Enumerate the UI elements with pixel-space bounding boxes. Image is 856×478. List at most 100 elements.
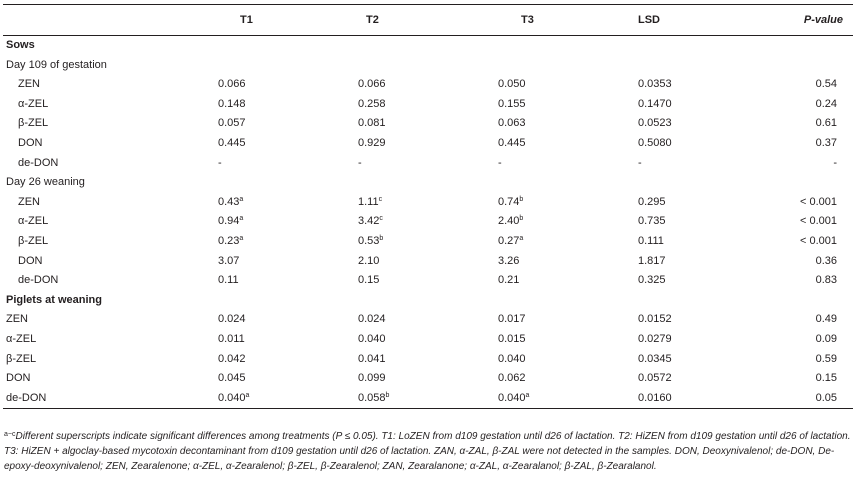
cell-lsd: 0.295 [638, 193, 758, 213]
cell-t3-superscript: a [525, 391, 530, 399]
cell-t2: 0.081 [348, 114, 493, 134]
cell-p-value: 0.83 [758, 271, 853, 291]
table-row: α-ZEL 0.148 0.258 0.155 0.1470 0.24 [3, 95, 853, 115]
row-name: α-ZEL [3, 212, 203, 232]
cell-t3-value: 0.015 [498, 332, 526, 345]
cell-t1: 0.23a [203, 232, 348, 252]
cell-t1: 0.042 [203, 350, 348, 370]
row-name-value: DON [6, 372, 31, 385]
row-name: de-DON [3, 271, 203, 291]
cell-p-value-value: 0.49 [815, 313, 837, 326]
cell-t3-value: 0.040 [498, 391, 526, 404]
cell-lsd-value: 0.0152 [638, 313, 672, 326]
row-name-value: β-ZEL [6, 352, 37, 365]
cell-p-value: 0.59 [758, 350, 853, 370]
cell-t2: 0.066 [348, 75, 493, 95]
cell-t2-superscript: b [385, 391, 390, 399]
row-name-value: de-DON [18, 274, 59, 287]
table-row: DON 0.045 0.099 0.062 0.0572 0.15 [3, 369, 853, 389]
group-heading: Day 109 of gestation [3, 56, 853, 76]
cell-t1: 0.148 [203, 95, 348, 115]
cell-lsd: 0.325 [638, 271, 758, 291]
cell-p-value-value: 0.59 [815, 352, 837, 365]
header-lsd: LSD [638, 14, 660, 26]
row-name-value: de-DON [18, 156, 59, 169]
cell-lsd: 0.0523 [638, 114, 758, 134]
table-row: β-ZEL 0.057 0.081 0.063 0.0523 0.61 [3, 114, 853, 134]
cell-lsd-value: 0.735 [638, 215, 666, 228]
cell-t3-value: 0.155 [498, 97, 526, 110]
row-name: de-DON [3, 154, 203, 174]
table-row: DON 0.445 0.929 0.445 0.5080 0.37 [3, 134, 853, 154]
cell-t1: 0.040a [203, 389, 348, 409]
cell-t2-value: 0.929 [358, 136, 386, 149]
cell-t3: 0.040a [493, 389, 638, 409]
cell-lsd: 0.735 [638, 212, 758, 232]
cell-t2-value: 2.10 [358, 254, 380, 267]
header-p-value: P-value [803, 14, 843, 26]
cell-t3-value: 0.062 [498, 372, 526, 385]
cell-t3-superscript: b [519, 215, 524, 223]
cell-t2-value: 0.53 [358, 234, 380, 247]
row-name-value: de-DON [6, 391, 47, 404]
cell-t1-value: 0.066 [218, 78, 246, 91]
cell-lsd-value: 0.325 [638, 274, 666, 287]
cell-t2: 1.11c [348, 193, 493, 213]
cell-t3: 0.27a [493, 232, 638, 252]
cell-t2: 0.058b [348, 389, 493, 409]
row-name-value: DON [18, 254, 43, 267]
cell-p-value-value: - [833, 156, 837, 169]
cell-t1: 0.011 [203, 330, 348, 350]
cell-t1-value: 0.011 [218, 332, 245, 345]
cell-p-value: 0.49 [758, 310, 853, 330]
cell-t1-value: - [218, 156, 222, 169]
cell-t1-superscript: a [239, 215, 244, 223]
table-row: de-DON - - - - - [3, 154, 853, 174]
cell-lsd-value: 0.0279 [638, 332, 672, 345]
cell-t1-value: 0.23 [218, 234, 240, 247]
table-header: T1 T2 T3 LSD P-value [3, 4, 853, 36]
cell-t2: 0.53b [348, 232, 493, 252]
cell-t3-value: 0.74 [498, 195, 520, 208]
cell-p-value-value: 0.83 [815, 274, 837, 287]
cell-t3: 2.40b [493, 212, 638, 232]
cell-t1-superscript: a [239, 195, 244, 203]
row-name-value: α-ZEL [6, 332, 37, 345]
row-name-value: ZEN [18, 78, 40, 91]
cell-lsd: 0.5080 [638, 134, 758, 154]
cell-t2: 0.929 [348, 134, 493, 154]
group-heading-label: Day 109 of gestation [6, 58, 107, 71]
row-name: β-ZEL [3, 114, 203, 134]
cell-t2: 0.15 [348, 271, 493, 291]
cell-lsd-value: 0.295 [638, 195, 666, 208]
cell-t3-value: 0.040 [498, 352, 526, 365]
row-name-value: α-ZEL [18, 97, 49, 110]
mycotoxin-table: T1 T2 T3 LSD P-value Sows Day 109 of gest… [3, 4, 853, 409]
cell-t3-value: 0.445 [498, 136, 526, 149]
cell-lsd: 1.817 [638, 252, 758, 272]
table-footnote: a−cDifferent superscripts indicate signi… [4, 427, 852, 474]
row-name-value: ZEN [18, 195, 40, 208]
table-row: de-DON 0.11 0.15 0.21 0.325 0.83 [3, 271, 853, 291]
row-name: α-ZEL [3, 95, 203, 115]
row-name-value: β-ZEL [18, 117, 49, 130]
table-row: β-ZEL 0.042 0.041 0.040 0.0345 0.59 [3, 350, 853, 370]
cell-lsd-value: - [638, 156, 642, 169]
cell-t2-value: 0.081 [358, 117, 386, 130]
cell-t2-superscript: c [378, 195, 383, 203]
row-name: ZEN [3, 310, 203, 330]
cell-p-value: 0.15 [758, 369, 853, 389]
cell-p-value-value: 0.54 [815, 78, 837, 91]
cell-t2-value: 0.099 [358, 372, 386, 385]
cell-t2-value: - [358, 156, 362, 169]
row-name: DON [3, 252, 203, 272]
row-name-value: α-ZEL [18, 215, 49, 228]
cell-t3: 0.015 [493, 330, 638, 350]
cell-p-value: 0.54 [758, 75, 853, 95]
row-name-value: β-ZEL [18, 234, 49, 247]
section-heading: Sows [3, 36, 853, 56]
cell-p-value-value: 0.61 [815, 117, 837, 130]
cell-p-value-value: < 0.001 [799, 215, 837, 228]
header-t1: T1 [240, 14, 253, 26]
